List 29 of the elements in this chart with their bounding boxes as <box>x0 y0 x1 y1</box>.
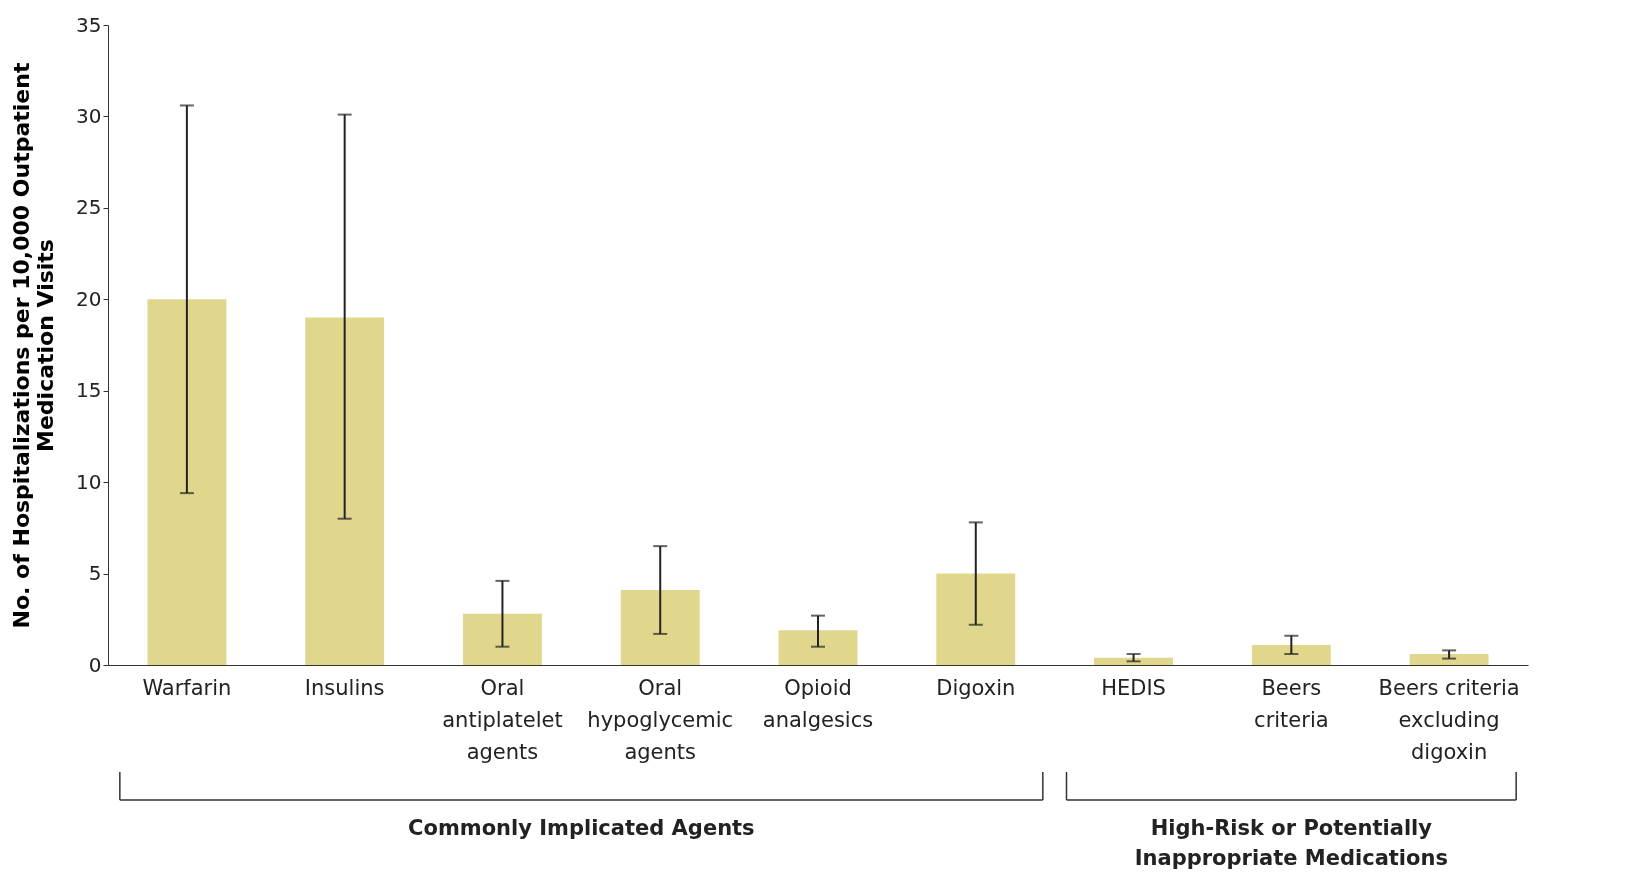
y-axis-title: No. of Hospitalizations per 10,000 Outpatient Medication Visits <box>9 62 59 629</box>
bar <box>778 630 858 665</box>
y-tick-label: 30 <box>76 103 102 128</box>
x-tick-label: Insulins <box>304 675 385 700</box>
x-tick-label: Beers criteria excluding digoxin <box>1378 675 1520 764</box>
bar <box>1094 657 1173 665</box>
text: High-Risk or Potentially Inappropriate Medications <box>1134 816 1448 870</box>
bar <box>147 299 227 665</box>
bar <box>620 590 700 665</box>
bar <box>1251 644 1331 665</box>
y-tick-label: 25 <box>76 195 102 220</box>
x-tick-label: Warfarin <box>142 675 232 700</box>
y-tick-label: 10 <box>76 469 102 494</box>
x-tick-label: HEDIS <box>1101 675 1166 700</box>
y-tick-label: 20 <box>76 286 102 311</box>
x-tick-label: Oral hypoglycemic agents <box>587 675 734 764</box>
bar <box>1409 654 1489 665</box>
y-tick-label: 15 <box>76 378 102 403</box>
x-tick-label: Digoxin <box>936 675 1016 700</box>
x-tick-label: Opioid analgesics <box>762 675 874 732</box>
y-tick-label: 35 <box>76 12 102 37</box>
text: Commonly Implicated Agents <box>408 816 755 840</box>
x-tick-label: Oral antiplatelet agents <box>442 675 563 764</box>
x-tick-label: Beers criteria <box>1254 675 1329 732</box>
y-tick-label: 5 <box>88 561 102 586</box>
y-tick-label: 0 <box>88 652 102 677</box>
bar <box>463 613 542 665</box>
bar <box>305 317 385 665</box>
bar <box>936 573 1016 665</box>
